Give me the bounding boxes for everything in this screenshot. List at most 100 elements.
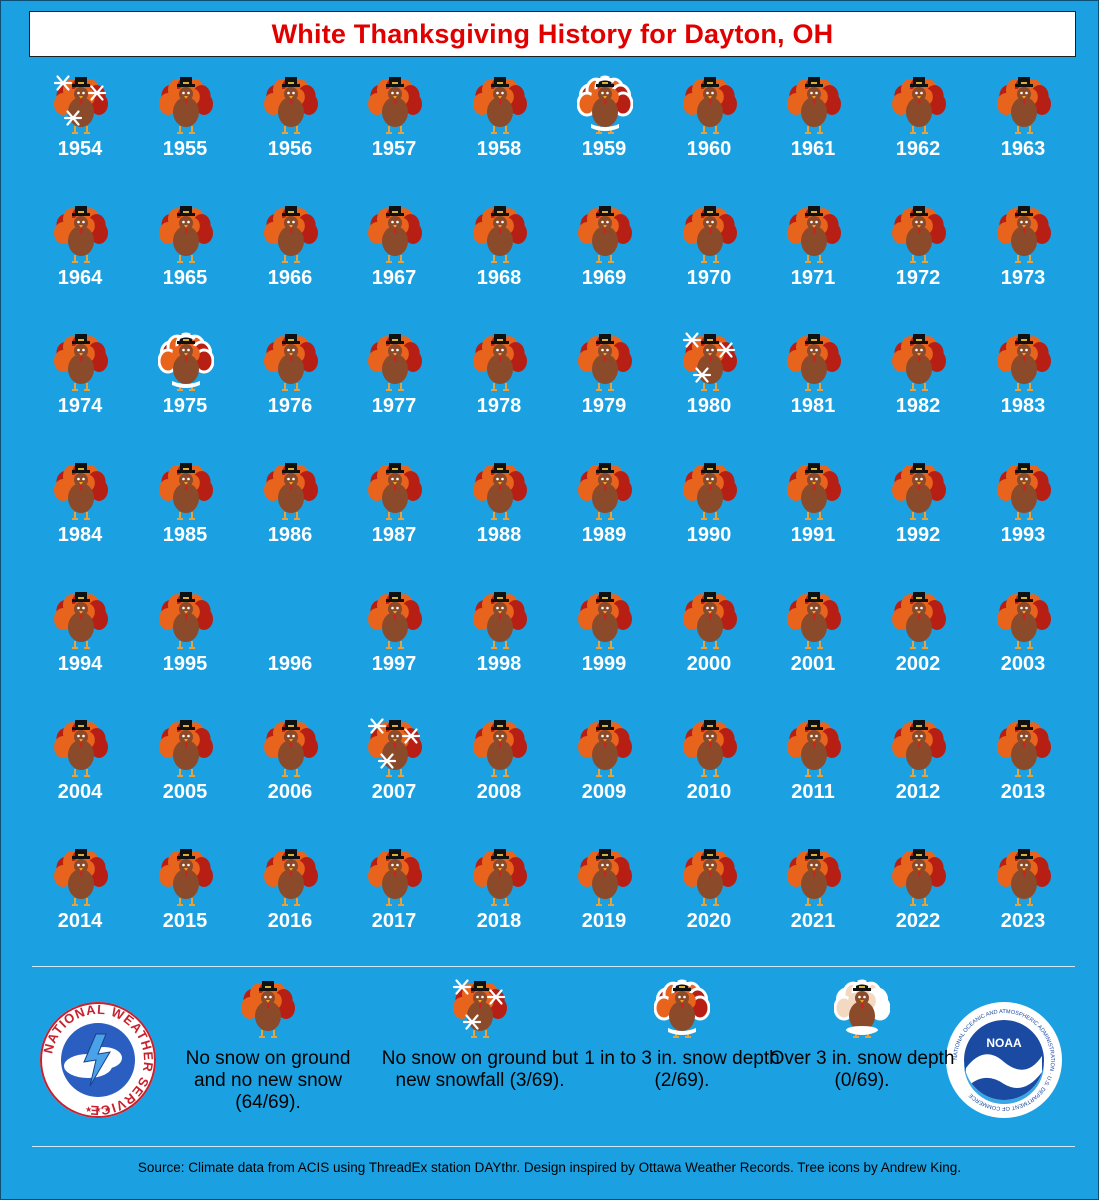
year-cell-1994: 1994: [30, 589, 130, 699]
year-cell-1981: 1981: [763, 331, 863, 441]
year-cell-2020: 2020: [659, 846, 759, 956]
turkey-icon: [997, 206, 1051, 263]
year-label: 1992: [895, 524, 941, 546]
year-label: 1980: [686, 395, 732, 417]
year-cell-1978: 1978: [449, 331, 549, 441]
year-label: 1979: [581, 395, 627, 417]
year-cell-1973: 1973: [973, 203, 1073, 313]
year-cell-2012: 2012: [868, 717, 968, 827]
year-label: 1965: [162, 267, 208, 289]
turkey-icon: [159, 206, 213, 263]
year-label: 1977: [371, 395, 417, 417]
turkey-icon: [54, 334, 108, 391]
year-label: 1968: [476, 267, 522, 289]
year-label: 1964: [57, 267, 103, 289]
year-label: 1993: [1000, 524, 1046, 546]
year-label: 2004: [57, 781, 103, 803]
year-cell-1997: 1997: [344, 589, 444, 699]
turkey-icon: [578, 334, 632, 391]
year-cell-2017: 2017: [344, 846, 444, 956]
turkey-icon: [159, 720, 213, 777]
year-label: 1995: [162, 653, 208, 675]
year-cell-1993: 1993: [973, 460, 1073, 570]
year-cell-1963: 1963: [973, 74, 1073, 184]
year-cell-2013: 2013: [973, 717, 1073, 827]
turkey-icon: [892, 77, 946, 134]
legend-label-no-snow: No snow on ground and no new snow (64/69…: [185, 1048, 351, 1113]
year-cell-2014: 2014: [30, 846, 130, 956]
turkey-icon: [997, 592, 1051, 649]
year-label: 1975: [162, 395, 208, 417]
turkey-icon: [683, 592, 737, 649]
year-label: 1997: [371, 653, 417, 675]
year-cell-1992: 1992: [868, 460, 968, 570]
turkey-snowflake-icon: [367, 718, 422, 777]
year-label: 2008: [476, 781, 522, 803]
year-cell-2021: 2021: [763, 846, 863, 956]
year-cell-2003: 2003: [973, 589, 1073, 699]
year-cell-1957: 1957: [344, 74, 444, 184]
year-label: 2007: [371, 781, 417, 803]
legend-icon-over-3-in: [834, 979, 890, 1038]
turkey-icon: [264, 77, 318, 134]
turkey-icon: [473, 463, 527, 520]
year-label: 2010: [686, 781, 732, 803]
year-label: 2011: [791, 781, 835, 803]
year-label: 2003: [1000, 653, 1046, 675]
turkey-icon: [787, 849, 841, 906]
year-label: 1983: [1000, 395, 1046, 417]
turkey-icon: [473, 77, 527, 134]
turkey-icon: [892, 849, 946, 906]
turkey-icon: [683, 463, 737, 520]
year-label: 1954: [57, 138, 103, 160]
turkey-icon: [997, 463, 1051, 520]
turkey-icon: [578, 720, 632, 777]
year-cell-1971: 1971: [763, 203, 863, 313]
year-cell-2016: 2016: [240, 846, 340, 956]
year-grid: 1954 1955 1956 1957 1958 1959 1960 1961 1962 1963…: [30, 74, 1073, 932]
year-cell-2018: 2018: [449, 846, 549, 956]
year-cell-1962: 1962: [868, 74, 968, 184]
year-label: 2014: [57, 910, 103, 932]
year-label: 1958: [476, 138, 522, 160]
year-cell-1975: 1975: [135, 331, 235, 441]
year-label: 2020: [686, 910, 732, 932]
year-label: 1963: [1000, 138, 1046, 160]
year-cell-2002: 2002: [868, 589, 968, 699]
year-label: 1994: [57, 653, 103, 675]
turkey-icon: [578, 206, 632, 263]
chart-title: White Thanksgiving History for Dayton, O…: [271, 18, 834, 49]
year-cell-1968: 1968: [449, 203, 549, 313]
turkey-icon: [787, 720, 841, 777]
year-label: 2016: [267, 910, 313, 932]
legend-icon-no-snow: [241, 981, 295, 1038]
turkey-icon: [892, 463, 946, 520]
year-cell-2001: 2001: [763, 589, 863, 699]
year-cell-1977: 1977: [344, 331, 444, 441]
year-label: 2013: [1000, 781, 1046, 803]
year-label: 2012: [895, 781, 941, 803]
source-note: Source: Climate data from ACIS using Thr…: [137, 1160, 962, 1175]
year-cell-1960: 1960: [659, 74, 759, 184]
year-label: 1999: [581, 653, 627, 675]
turkey-icon: [159, 463, 213, 520]
year-cell-1969: 1969: [554, 203, 654, 313]
turkey-icon: [473, 592, 527, 649]
turkey-icon: [997, 77, 1051, 134]
year-cell-1958: 1958: [449, 74, 549, 184]
turkey-icon: [264, 206, 318, 263]
turkey-icon: [264, 334, 318, 391]
year-cell-1974: 1974: [30, 331, 130, 441]
year-label: 1990: [686, 524, 732, 546]
turkey-icon: [368, 592, 422, 649]
turkey-icon: [683, 720, 737, 777]
turkey-icon: [787, 334, 841, 391]
year-cell-1985: 1985: [135, 460, 235, 570]
year-label: 1973: [1000, 267, 1046, 289]
year-cell-1964: 1964: [30, 203, 130, 313]
turkey-icon: [54, 720, 108, 777]
year-cell-1986: 1986: [240, 460, 340, 570]
year-cell-1996: 1996: [240, 589, 340, 699]
year-label: 1985: [162, 524, 208, 546]
year-label: 2001: [790, 653, 836, 675]
